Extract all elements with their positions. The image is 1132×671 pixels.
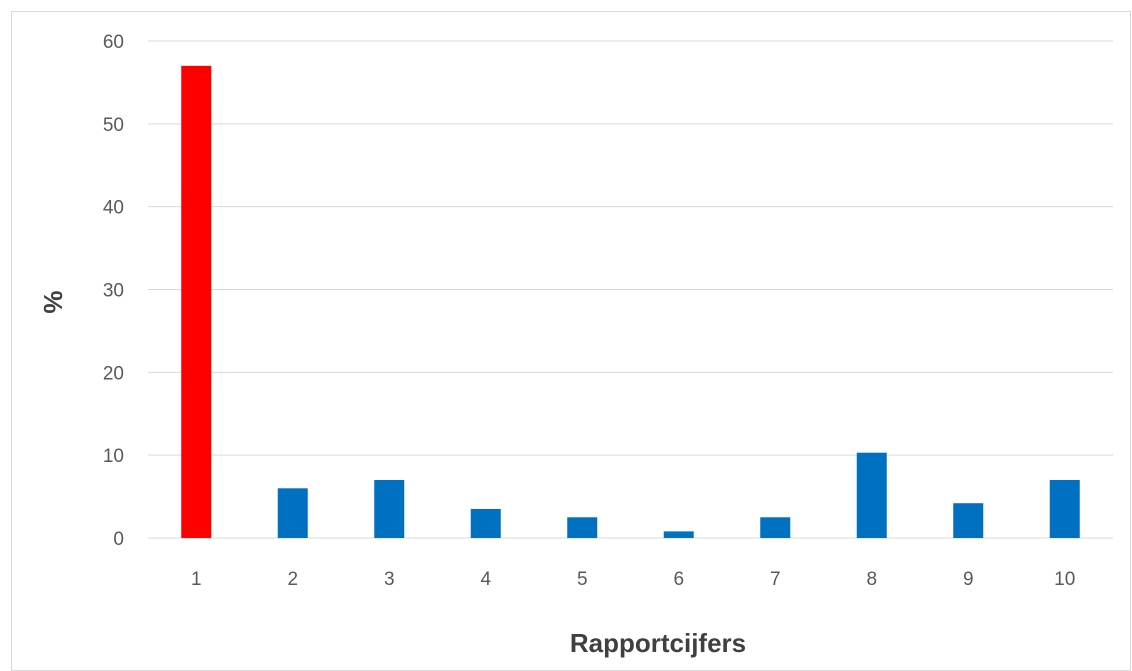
x-tick-label: 4 <box>480 569 491 590</box>
bar-6 <box>663 531 694 538</box>
x-axis-ticks: 1 2 3 4 5 6 7 8 9 10 <box>191 569 1075 590</box>
x-tick-label: 6 <box>673 569 684 590</box>
y-tick-label: 10 <box>103 446 124 467</box>
bar-4 <box>470 509 501 538</box>
x-tick-label: 5 <box>577 569 588 590</box>
bars <box>181 65 1080 538</box>
y-tick-label: 50 <box>103 115 124 136</box>
y-tick-label: 0 <box>113 529 124 550</box>
bar-8 <box>856 452 887 538</box>
bar-3 <box>374 480 405 538</box>
x-tick-label: 1 <box>191 569 202 590</box>
y-axis-ticks: 0 10 20 30 40 50 60 <box>103 32 124 550</box>
bar-1 <box>181 65 212 538</box>
y-axis-title: % <box>38 290 68 313</box>
x-tick-label: 7 <box>770 569 781 590</box>
x-tick-label: 3 <box>384 569 395 590</box>
bar-5 <box>567 517 598 538</box>
bar-9 <box>953 503 984 538</box>
x-tick-label: 2 <box>287 569 298 590</box>
bar-2 <box>277 488 308 538</box>
x-tick-label: 9 <box>963 569 974 590</box>
x-axis-title: Rapportcijfers <box>570 628 746 658</box>
y-tick-label: 30 <box>103 281 124 302</box>
x-tick-label: 10 <box>1054 569 1075 590</box>
y-tick-label: 40 <box>103 198 124 219</box>
x-tick-label: 8 <box>866 569 877 590</box>
y-tick-label: 60 <box>103 32 124 53</box>
bar-10 <box>1049 480 1080 538</box>
y-tick-label: 20 <box>103 363 124 384</box>
bar-7 <box>760 517 791 538</box>
gridlines <box>148 40 1113 539</box>
